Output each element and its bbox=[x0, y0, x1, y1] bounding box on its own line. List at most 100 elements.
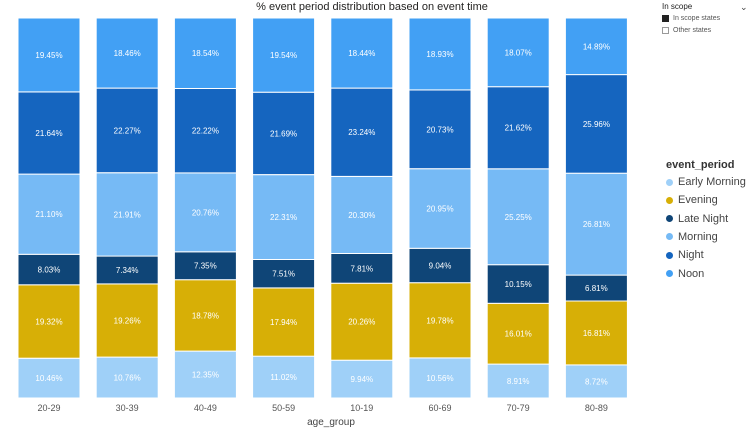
bar-segment[interactable] bbox=[330, 253, 394, 284]
data-label: 20.30% bbox=[348, 211, 375, 220]
bar-segment[interactable] bbox=[252, 91, 316, 176]
legend-label: Early Morning bbox=[678, 176, 746, 188]
bar-segment[interactable] bbox=[95, 172, 159, 257]
other-states-item[interactable]: Other states bbox=[662, 27, 711, 34]
legend-marker bbox=[666, 215, 673, 223]
bar-segment[interactable] bbox=[95, 283, 159, 358]
data-label: 18.44% bbox=[348, 49, 375, 58]
data-label: 19.54% bbox=[270, 51, 297, 60]
data-label: 9.04% bbox=[429, 262, 452, 271]
data-label: 19.26% bbox=[114, 317, 141, 326]
data-label: 25.25% bbox=[505, 213, 532, 222]
data-label: 18.54% bbox=[192, 49, 219, 58]
data-label: 20.76% bbox=[192, 208, 219, 217]
bar-segment[interactable] bbox=[173, 17, 237, 89]
data-label: 16.81% bbox=[583, 329, 610, 338]
chart-title: % event period distribution based on eve… bbox=[256, 1, 488, 13]
in-scope-title: In scope bbox=[662, 2, 693, 11]
data-label: 22.27% bbox=[114, 127, 141, 136]
bar-segment[interactable] bbox=[173, 172, 237, 253]
x-tick-label: 10-19 bbox=[350, 403, 373, 413]
data-label: 8.91% bbox=[507, 377, 530, 386]
x-tick-label: 80-89 bbox=[585, 403, 608, 413]
bar-segment[interactable] bbox=[564, 172, 628, 276]
bar-segment[interactable] bbox=[95, 255, 159, 285]
legend-title: event_period bbox=[666, 159, 735, 171]
in-scope-states-item[interactable]: In scope states bbox=[662, 15, 720, 22]
bar-segment[interactable] bbox=[486, 302, 550, 365]
bar-segment[interactable] bbox=[17, 173, 81, 255]
bar-segment[interactable] bbox=[173, 350, 237, 399]
bar-segment[interactable] bbox=[564, 274, 628, 302]
bar-segment[interactable] bbox=[408, 89, 472, 170]
bar-segment[interactable] bbox=[17, 284, 81, 359]
bar-segment[interactable] bbox=[252, 287, 316, 357]
bar-segment[interactable] bbox=[330, 87, 394, 177]
bar-segment[interactable] bbox=[252, 258, 316, 289]
data-label: 7.35% bbox=[194, 262, 217, 271]
bar-segment[interactable] bbox=[330, 359, 394, 399]
legend-label: Noon bbox=[678, 267, 705, 280]
data-label: 8.72% bbox=[585, 377, 608, 386]
bar-segment[interactable] bbox=[252, 355, 316, 399]
bar-segment[interactable] bbox=[173, 251, 237, 281]
bar-segment[interactable] bbox=[330, 17, 394, 89]
data-label: 14.89% bbox=[583, 42, 610, 51]
data-label: 18.07% bbox=[505, 48, 532, 57]
bar-segment[interactable] bbox=[564, 74, 628, 174]
data-label: 6.81% bbox=[585, 284, 608, 293]
legend-item[interactable]: Night bbox=[666, 249, 704, 261]
data-label: 21.10% bbox=[35, 210, 62, 219]
legend-marker bbox=[666, 270, 673, 277]
x-tick-label: 50-59 bbox=[272, 403, 295, 413]
legend-label: Late Night bbox=[678, 212, 729, 225]
data-label: 23.24% bbox=[348, 128, 375, 137]
legend-item[interactable]: Morning bbox=[666, 231, 718, 243]
legend-marker bbox=[666, 233, 673, 241]
bars-layer: 10.46% 19.32% 8.03% 21.10% 21.64% 19.45% 10.76… bbox=[17, 17, 628, 399]
bar-segment[interactable] bbox=[408, 168, 472, 249]
bar-segment[interactable] bbox=[330, 175, 394, 254]
data-label: 7.51% bbox=[272, 270, 295, 279]
data-label: 18.93% bbox=[426, 50, 453, 59]
data-label: 21.69% bbox=[270, 130, 297, 139]
bar-segment[interactable] bbox=[486, 168, 550, 266]
bar-segment[interactable] bbox=[486, 17, 550, 88]
legend-label: Morning bbox=[678, 230, 718, 243]
legend-marker bbox=[666, 178, 673, 186]
x-axis-title: age_group bbox=[307, 417, 355, 428]
data-label: 16.01% bbox=[505, 330, 532, 339]
x-tick-label: 70-79 bbox=[507, 403, 530, 413]
in-scope-states-label: In scope states bbox=[673, 15, 721, 22]
legend-item[interactable]: Noon bbox=[666, 268, 704, 280]
data-label: 20.26% bbox=[348, 318, 375, 327]
legend-marker bbox=[666, 196, 673, 204]
bar-segment[interactable] bbox=[173, 88, 237, 174]
bar-segment[interactable] bbox=[252, 17, 316, 93]
data-label: 21.91% bbox=[114, 210, 141, 219]
bar-segment[interactable] bbox=[17, 91, 81, 175]
bar-segment[interactable] bbox=[95, 17, 159, 89]
bar-segment[interactable] bbox=[17, 357, 81, 399]
bar-segment[interactable] bbox=[95, 87, 159, 174]
legend-item[interactable]: Late Night bbox=[666, 213, 728, 225]
bar-segment[interactable] bbox=[486, 86, 550, 170]
data-label: 22.22% bbox=[192, 127, 219, 136]
data-label: 19.78% bbox=[426, 316, 453, 325]
x-axis-ticks: 20-29 30-39 40-49 50-59 10-19 60-69 70-79 80-89 bbox=[37, 403, 607, 413]
x-tick-label: 30-39 bbox=[116, 403, 139, 413]
data-label: 8.03% bbox=[38, 266, 61, 275]
bar-segment[interactable] bbox=[408, 282, 472, 359]
legend-item[interactable]: Evening bbox=[666, 194, 718, 206]
bar-segment[interactable] bbox=[17, 17, 81, 93]
data-label: 10.76% bbox=[114, 374, 141, 383]
x-tick-label: 20-29 bbox=[37, 403, 60, 413]
bar-segment[interactable] bbox=[330, 282, 394, 361]
bar-segment[interactable] bbox=[95, 356, 159, 399]
checkbox-empty-icon bbox=[662, 27, 669, 34]
legend-item[interactable]: Early Morning bbox=[666, 176, 746, 188]
data-label: 22.31% bbox=[270, 213, 297, 222]
bar-segment[interactable] bbox=[564, 17, 628, 76]
bar-segment[interactable] bbox=[408, 17, 472, 91]
chevron-down-icon[interactable]: ⌄ bbox=[740, 2, 748, 12]
